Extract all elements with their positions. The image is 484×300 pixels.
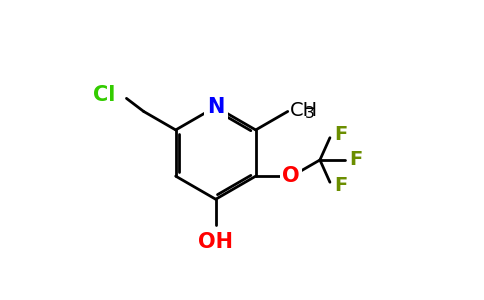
Text: N: N bbox=[207, 97, 225, 117]
Text: F: F bbox=[334, 176, 348, 195]
Text: OH: OH bbox=[198, 232, 233, 252]
Text: F: F bbox=[349, 151, 363, 169]
Text: CH: CH bbox=[290, 101, 318, 120]
Text: F: F bbox=[334, 125, 348, 144]
Text: O: O bbox=[282, 166, 300, 186]
Text: Cl: Cl bbox=[93, 85, 116, 105]
Text: 3: 3 bbox=[304, 106, 315, 121]
